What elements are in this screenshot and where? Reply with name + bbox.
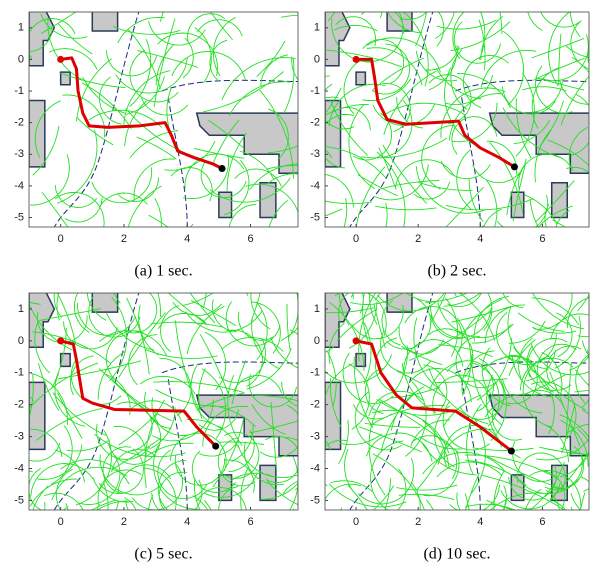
y-tick-label: -2 (14, 399, 24, 411)
y-tick-label: -4 (310, 462, 320, 474)
x-tick-label: 2 (415, 233, 421, 245)
y-tick-label: -5 (14, 494, 24, 506)
figure: 0 2 4 6 1 0 -1 -2 -3 -4 -5 (a) 1 sec. 0 2 4 6 1 0 -1 -2 -3 -4… (0, 0, 591, 567)
y-tick-label: 1 (18, 22, 24, 34)
y-tick-label: -3 (14, 148, 24, 160)
y-tick-label: -5 (310, 494, 320, 506)
x-tick-label: 2 (415, 516, 421, 528)
start-point (57, 56, 64, 63)
caption: (b) 2 sec. (427, 263, 486, 280)
y-tick-label: -1 (14, 367, 24, 379)
obstacle (260, 183, 276, 218)
obstacle (29, 382, 45, 449)
x-tick-label: 2 (121, 516, 127, 528)
x-tick-label: 6 (539, 233, 545, 245)
y-tick-label: -3 (310, 148, 320, 160)
y-tick-label: -4 (14, 462, 24, 474)
caption: (c) 5 sec. (134, 546, 192, 563)
caption: (a) 1 sec. (134, 263, 192, 280)
y-tick-label: 0 (314, 335, 320, 347)
y-tick-label: -4 (310, 180, 320, 192)
start-point (353, 337, 360, 344)
x-tick-label: 4 (477, 516, 483, 528)
y-tick-label: -2 (14, 117, 24, 129)
x-tick-label: 4 (184, 233, 190, 245)
y-tick-label: -1 (310, 85, 320, 97)
y-tick-label: 0 (314, 53, 320, 65)
end-point (212, 443, 219, 450)
start-point (57, 337, 64, 344)
y-tick-label: -3 (310, 431, 320, 443)
obstacle (29, 101, 45, 167)
y-tick-label: 1 (314, 303, 320, 315)
end-point (511, 163, 518, 170)
y-tick-label: -5 (14, 211, 24, 223)
y-tick-label: -4 (14, 180, 24, 192)
start-point (353, 56, 360, 63)
x-tick-label: 6 (247, 233, 253, 245)
y-tick-label: 1 (314, 22, 320, 34)
y-tick-label: -2 (310, 117, 320, 129)
x-tick-label: 4 (184, 516, 190, 528)
y-tick-label: -2 (310, 399, 320, 411)
obstacle (219, 192, 232, 217)
caption: (d) 10 sec. (423, 546, 490, 563)
y-tick-label: -1 (310, 367, 320, 379)
y-tick-label: 0 (18, 335, 24, 347)
x-tick-label: 0 (353, 233, 359, 245)
x-tick-label: 0 (58, 516, 64, 528)
subplot: 0 2 4 6 1 0 -1 -2 -3 -4 -5 (b) 2 sec. (261, 0, 591, 280)
x-tick-label: 0 (353, 516, 359, 528)
y-tick-label: 1 (18, 303, 24, 315)
page: {"chart_data": [ {"type": "line", "capti… (0, 0, 591, 572)
subplot: 0 2 4 6 1 0 -1 -2 -3 -4 -5 (a) 1 sec. (4, 0, 357, 283)
y-tick-label: -3 (14, 431, 24, 443)
y-tick-label: -1 (14, 85, 24, 97)
y-tick-label: 0 (18, 53, 24, 65)
x-tick-label: 6 (539, 516, 545, 528)
y-tick-label: -5 (310, 211, 320, 223)
x-tick-label: 0 (58, 233, 64, 245)
x-tick-label: 2 (121, 233, 127, 245)
x-tick-label: 4 (477, 233, 483, 245)
x-tick-label: 6 (247, 516, 253, 528)
obstacle (325, 382, 341, 449)
obstacle (552, 183, 568, 218)
end-point (508, 447, 515, 454)
end-point (219, 165, 226, 172)
obstacle (356, 72, 365, 85)
